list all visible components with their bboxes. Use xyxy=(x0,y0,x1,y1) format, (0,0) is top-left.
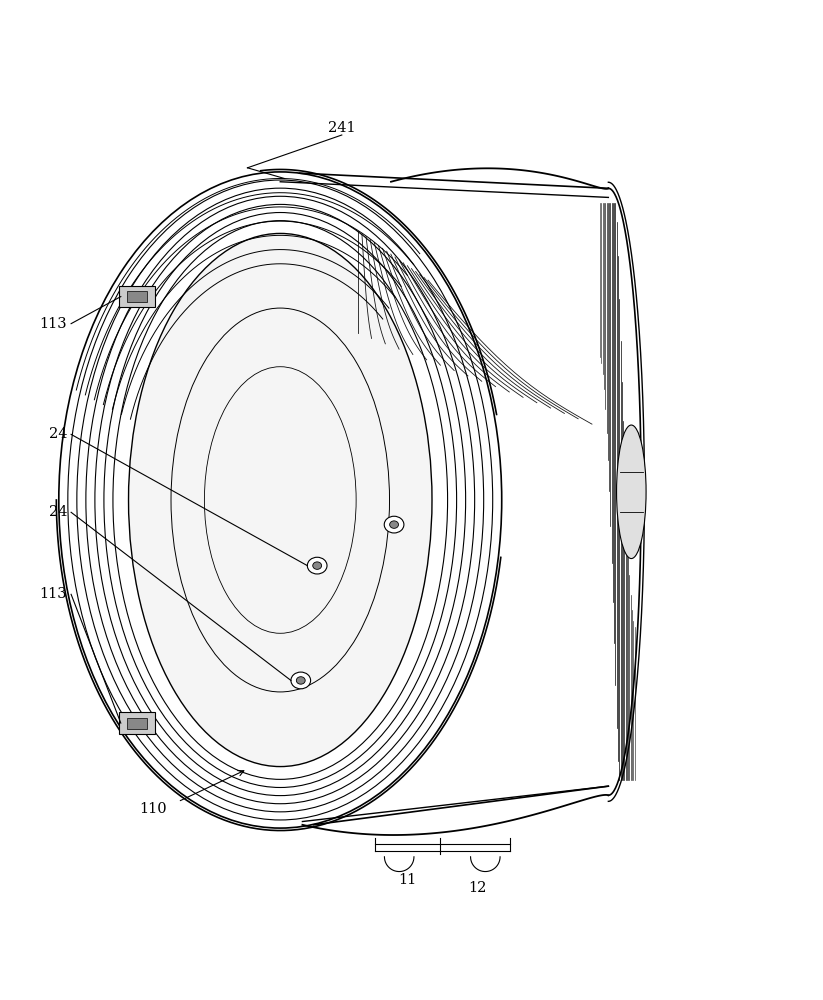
Text: 24: 24 xyxy=(49,427,67,441)
Polygon shape xyxy=(128,718,147,729)
Text: 110: 110 xyxy=(139,802,167,816)
Text: 113: 113 xyxy=(40,587,67,601)
Ellipse shape xyxy=(389,521,398,528)
Polygon shape xyxy=(119,712,156,734)
Ellipse shape xyxy=(616,425,646,559)
Text: 24: 24 xyxy=(49,505,67,519)
Text: 12: 12 xyxy=(468,881,486,895)
Ellipse shape xyxy=(128,233,432,767)
Ellipse shape xyxy=(384,516,404,533)
Ellipse shape xyxy=(296,677,305,684)
Polygon shape xyxy=(119,286,156,307)
Ellipse shape xyxy=(291,672,310,689)
Polygon shape xyxy=(128,291,147,302)
Ellipse shape xyxy=(313,562,322,569)
Text: 113: 113 xyxy=(40,317,67,331)
Text: 11: 11 xyxy=(398,873,416,887)
Ellipse shape xyxy=(307,557,327,574)
Text: 241: 241 xyxy=(328,121,356,135)
Ellipse shape xyxy=(54,168,506,832)
